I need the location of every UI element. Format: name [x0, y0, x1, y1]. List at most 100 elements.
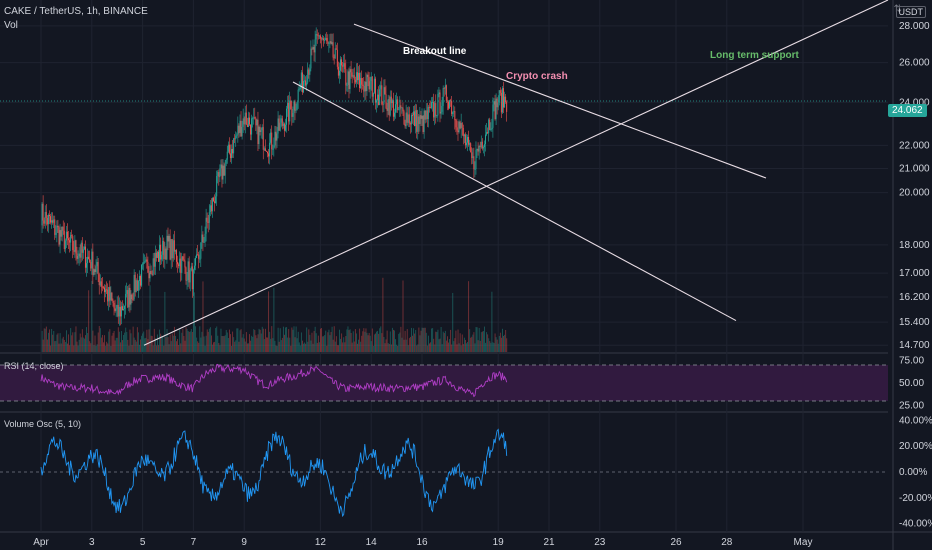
candles-group: [41, 27, 508, 326]
candle-body: [443, 88, 445, 89]
candle-body: [160, 244, 162, 260]
candle-body: [458, 121, 460, 133]
candle-body: [177, 261, 179, 265]
candle-body: [388, 99, 390, 116]
volume-bar: [302, 340, 303, 352]
candle-body: [370, 76, 372, 82]
volume-bar: [196, 337, 198, 352]
candle-body: [316, 34, 318, 36]
candle-body: [462, 127, 464, 137]
candle-body: [253, 117, 255, 119]
volume-bar: [179, 329, 181, 352]
volume-bar: [346, 329, 348, 352]
volume-bar: [473, 332, 475, 352]
volume-bar: [375, 333, 376, 352]
candle-body: [268, 153, 270, 157]
candle-body: [356, 72, 358, 81]
candle-body: [124, 305, 126, 309]
candle-body: [340, 59, 342, 71]
candle-body: [127, 290, 129, 308]
volume-bar: [432, 328, 434, 352]
candle-body: [246, 124, 248, 127]
candle-body: [210, 205, 212, 212]
time-tick-label: 23: [594, 537, 606, 548]
adjust-icon[interactable]: ⇅: [893, 4, 902, 15]
candle-body: [441, 105, 443, 112]
volume-bar: [365, 328, 367, 352]
candle-body: [169, 235, 171, 260]
volume-bar: [298, 342, 300, 352]
currency-badge[interactable]: USDT: [895, 6, 926, 18]
candle-body: [342, 65, 344, 67]
volume-bar: [395, 339, 397, 352]
volume-bar: [469, 329, 471, 352]
candle-body: [288, 102, 290, 122]
candle-body: [191, 266, 193, 290]
candle-body: [338, 70, 340, 76]
candle-body: [151, 274, 153, 275]
candle-body: [308, 69, 310, 75]
candle-body: [150, 271, 152, 275]
volume-bar: [461, 334, 463, 352]
candle-body: [476, 148, 478, 150]
volume-bar: [282, 326, 284, 352]
candle-body: [114, 308, 116, 311]
volume-bar: [94, 335, 96, 352]
candle-body: [225, 159, 227, 164]
time-tick-label: 26: [670, 537, 682, 548]
candle-body: [250, 124, 252, 135]
candle-body: [387, 99, 389, 111]
candle-body: [60, 230, 62, 237]
rsi-label[interactable]: RSI (14, close): [4, 361, 64, 371]
volume-bar: [147, 339, 149, 352]
symbol-title[interactable]: CAKE / TetherUS, 1h, BINANCE: [4, 6, 148, 17]
volume-bar: [187, 330, 189, 352]
volume-bar: [417, 344, 419, 352]
candle-body: [360, 78, 362, 89]
volume-osc-label[interactable]: Volume Osc (5, 10): [4, 419, 82, 429]
candle-body: [421, 115, 423, 119]
volume-bar: [493, 343, 495, 352]
time-tick-label: May: [794, 537, 813, 548]
candle-body: [91, 251, 93, 269]
volume-bar: [128, 345, 130, 352]
candle-body: [423, 110, 425, 132]
candle-body: [78, 253, 80, 256]
volume-bar: [98, 326, 100, 352]
candle-body: [200, 242, 202, 259]
candle-body: [231, 148, 232, 159]
volume-bar: [496, 339, 498, 352]
candle-body: [190, 266, 192, 270]
volume-bar: [240, 329, 242, 352]
candle-body: [211, 197, 213, 212]
volume-bar: [364, 331, 366, 352]
crypto-crash-label: Crypto crash: [506, 71, 568, 82]
volume-bar: [130, 333, 132, 352]
candle-body: [483, 144, 485, 148]
volume-bar: [268, 291, 270, 352]
volume-bar: [63, 339, 65, 352]
candle-body: [119, 306, 121, 317]
volume-bar: [99, 328, 101, 352]
candle-body: [331, 42, 333, 44]
price-tick-label: 18.000: [899, 240, 930, 251]
volume-bar: [482, 331, 484, 352]
volume-bar: [406, 329, 408, 352]
volume-bar: [60, 343, 62, 352]
volume-bar: [176, 341, 177, 352]
volume-bar: [318, 342, 320, 352]
candle-body: [283, 123, 285, 131]
volume-bar: [168, 344, 170, 352]
candle-body: [294, 101, 296, 111]
volume-bar: [202, 281, 204, 352]
volume-bar: [369, 335, 371, 352]
volume-bar: [427, 335, 429, 352]
candle-body: [184, 260, 186, 268]
volume-bar: [279, 328, 281, 352]
volume-bar: [389, 331, 391, 352]
candle-body: [204, 233, 206, 243]
candle-body: [233, 138, 235, 154]
volume-bar: [506, 338, 508, 352]
volume-bar: [424, 327, 426, 352]
